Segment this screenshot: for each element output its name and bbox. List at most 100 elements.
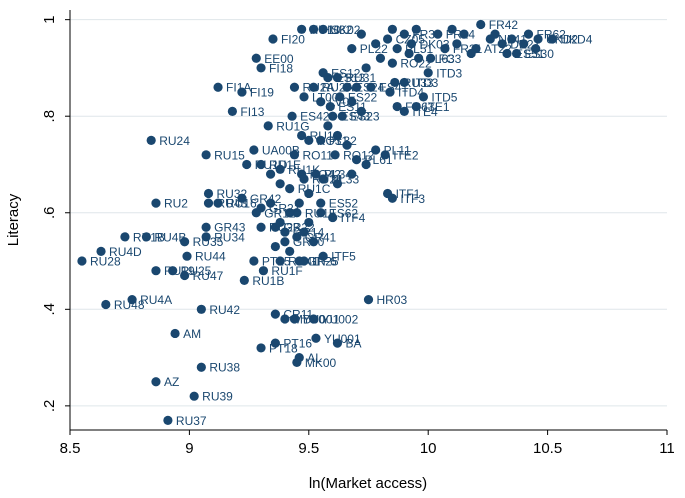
data-point-137 xyxy=(356,29,366,39)
data-point-16 xyxy=(406,39,417,49)
data-label-32: ES13 xyxy=(336,71,366,85)
data-point-36 xyxy=(316,97,326,107)
data-label-117: PT18 xyxy=(269,341,298,355)
data-point-151 xyxy=(285,208,295,218)
y-tick-label-2: .6 xyxy=(41,207,58,220)
data-label-51: RU1A xyxy=(310,129,342,143)
data-label-112: YU001 xyxy=(302,312,339,326)
data-point-85 xyxy=(201,232,211,242)
data-point-144 xyxy=(332,130,343,141)
data-point-62 xyxy=(242,159,252,170)
data-label-100: ITF6 xyxy=(312,255,337,269)
data-point-43 xyxy=(268,34,278,44)
data-point-35 xyxy=(335,92,345,102)
data-label-16: DK03 xyxy=(419,37,449,51)
data-point-154 xyxy=(299,227,309,237)
data-point-100 xyxy=(299,256,309,266)
data-point-140 xyxy=(351,82,362,92)
data-label-114: AM xyxy=(183,327,201,341)
data-label-55: RU15 xyxy=(214,148,245,162)
x-tick-label-3: 10 xyxy=(420,440,437,457)
data-point-105 xyxy=(239,275,249,285)
data-point-54 xyxy=(249,145,259,155)
data-point-101 xyxy=(151,266,161,276)
x-axis-ticks: 8.5 9 9.5 10 10.5 11 xyxy=(60,430,675,457)
data-point-129 xyxy=(490,29,500,39)
data-point-81 xyxy=(328,212,338,223)
data-point-131 xyxy=(519,39,529,49)
x-axis-title: ln(Market access) xyxy=(309,475,427,492)
axes xyxy=(69,10,667,431)
data-label-68: RU1C xyxy=(298,182,331,196)
data-label-93: RU4D xyxy=(109,245,142,259)
data-point-146 xyxy=(361,159,371,170)
data-label-20: PL22 xyxy=(360,42,388,56)
data-point-136 xyxy=(371,39,381,49)
data-label-75: RU43 xyxy=(217,197,248,211)
data-point-13 xyxy=(399,29,409,39)
data-point-148 xyxy=(332,179,343,189)
data-point-127 xyxy=(447,24,457,34)
data-label-15: CZ05 xyxy=(396,32,426,46)
data-point-44 xyxy=(251,53,261,63)
data-point-26 xyxy=(423,68,433,78)
data-label-53: PL32 xyxy=(329,134,357,148)
data-label-34: ES24 xyxy=(355,81,385,95)
y-axis-title: Literacy xyxy=(5,193,22,246)
data-point-126 xyxy=(411,24,421,34)
data-point-22 xyxy=(399,77,409,88)
data-point-142 xyxy=(356,106,366,116)
x-tick-label-5: 11 xyxy=(659,440,675,457)
data-point-114 xyxy=(170,328,180,339)
data-point-34 xyxy=(342,82,352,92)
data-point-61 xyxy=(256,159,266,170)
data-label-56: RO11 xyxy=(302,148,333,162)
data-label-81: ITF4 xyxy=(341,211,366,225)
data-point-75 xyxy=(203,198,214,208)
data-label-17: HU10 xyxy=(310,23,341,37)
data-label-99: ITF5 xyxy=(331,250,356,264)
data-label-74: RU2 xyxy=(164,197,188,211)
data-label-27: ITD5 xyxy=(431,90,457,104)
data-point-10 xyxy=(497,39,507,49)
data-point-122 xyxy=(151,377,161,387)
data-label-29: FR63 xyxy=(405,100,435,114)
data-point-0 xyxy=(476,19,486,30)
data-point-156 xyxy=(285,246,295,256)
data-label-119: AL xyxy=(307,351,322,365)
y-tick-label-1: .4 xyxy=(41,303,58,316)
data-point-50 xyxy=(263,121,273,131)
data-labels: FR42UKD2UKD4ES30FR62FR24FR21PL63FC3AT22D… xyxy=(90,18,593,428)
data-label-67: PL33 xyxy=(331,172,359,186)
data-point-134 xyxy=(466,48,476,59)
y-tick-label-4: 1 xyxy=(41,15,58,23)
data-label-124: RU37 xyxy=(176,414,207,428)
data-label-103: RU47 xyxy=(193,269,224,283)
data-point-20 xyxy=(347,44,357,54)
data-label-77: GR21 xyxy=(269,201,301,215)
data-point-139 xyxy=(361,63,371,73)
data-label-49: ES42 xyxy=(300,110,330,124)
data-point-117 xyxy=(256,343,266,353)
data-point-52 xyxy=(304,135,314,145)
data-label-90: RU35 xyxy=(193,235,224,249)
data-label-109: RU42 xyxy=(209,303,240,317)
data-point-157 xyxy=(270,241,280,252)
x-tick-label-0: 8.5 xyxy=(60,440,81,457)
data-point-147 xyxy=(347,169,357,179)
data-label-30: ITE4 xyxy=(412,105,438,119)
data-label-22: ITD3 xyxy=(412,76,438,90)
data-point-4 xyxy=(523,29,534,39)
data-label-28: ITE1 xyxy=(424,100,450,114)
data-label-89: GR30 xyxy=(293,235,325,249)
data-point-7 xyxy=(414,53,424,63)
data-label-106: RU4A xyxy=(140,293,172,307)
data-point-19 xyxy=(308,24,319,34)
data-point-28 xyxy=(411,101,421,112)
data-label-96: PT15 xyxy=(262,255,291,269)
data-point-121 xyxy=(196,362,206,372)
data-label-19: HU32 xyxy=(322,23,353,37)
data-point-104 xyxy=(258,266,269,276)
data-label-47: FI19 xyxy=(250,86,274,100)
data-label-4: FR62 xyxy=(536,28,566,42)
